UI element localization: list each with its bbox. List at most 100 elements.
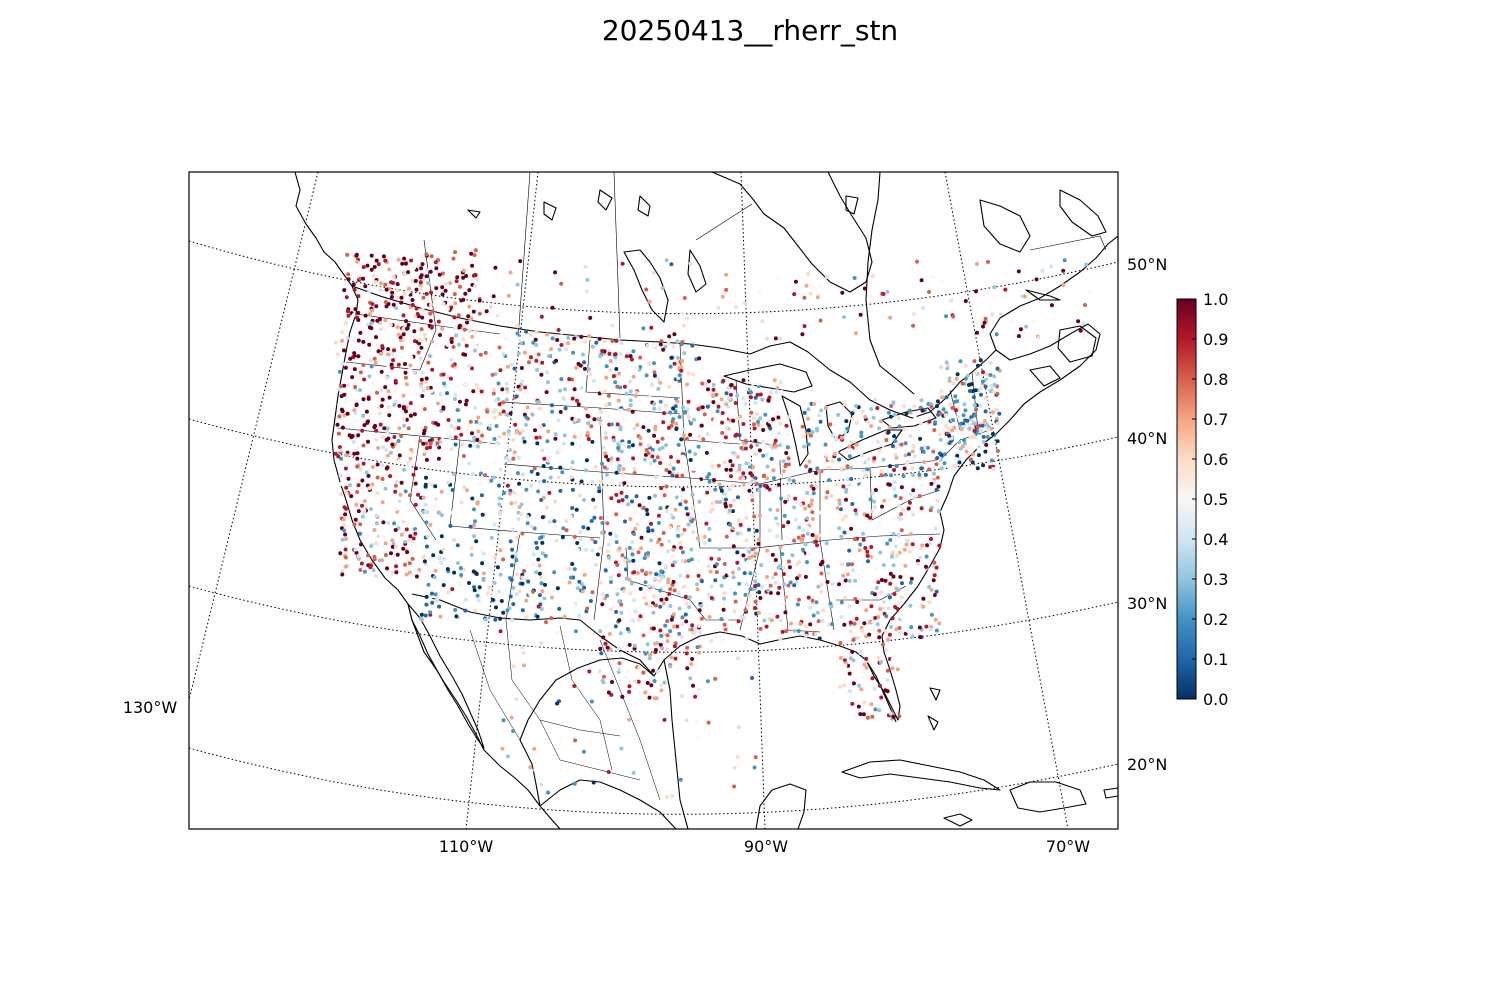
station-point <box>635 522 640 527</box>
station-point <box>814 539 818 544</box>
station-point <box>607 402 612 406</box>
station-point <box>615 563 620 567</box>
station-point <box>431 553 436 558</box>
station-point <box>528 332 533 337</box>
station-point <box>420 262 425 267</box>
station-point <box>933 526 938 531</box>
station-point <box>360 514 365 519</box>
station-point <box>404 319 409 324</box>
station-point <box>385 430 390 435</box>
station-point <box>505 446 510 451</box>
station-point <box>457 581 462 586</box>
station-point <box>619 449 624 454</box>
station-point <box>540 515 545 520</box>
station-point <box>609 513 614 517</box>
station-point <box>674 427 679 431</box>
station-point <box>877 520 882 525</box>
station-point <box>491 475 496 480</box>
station-point <box>457 323 462 328</box>
station-point <box>348 264 353 269</box>
station-point <box>546 458 551 463</box>
station-point <box>356 310 361 315</box>
station-point <box>437 511 442 515</box>
station-point <box>617 618 622 623</box>
station-point <box>877 448 882 453</box>
station-point <box>651 610 656 615</box>
station-point <box>389 280 394 285</box>
station-point <box>606 542 611 547</box>
station-point <box>711 382 716 387</box>
station-point <box>428 441 433 446</box>
station-point <box>539 581 544 586</box>
station-point <box>932 560 937 565</box>
station-point <box>924 624 929 629</box>
station-point <box>935 456 940 460</box>
station-point <box>935 399 940 404</box>
station-point <box>461 454 466 458</box>
station-point <box>344 485 349 490</box>
station-point <box>352 351 357 356</box>
station-point <box>582 585 587 590</box>
station-point <box>395 325 400 330</box>
station-point <box>890 616 895 621</box>
station-point <box>387 413 392 418</box>
station-point <box>555 338 560 342</box>
station-point <box>850 502 855 506</box>
station-point <box>658 628 663 633</box>
station-point <box>476 415 481 420</box>
station-point <box>413 279 418 283</box>
station-point <box>716 404 721 409</box>
station-point <box>363 313 368 318</box>
station-point <box>464 488 469 493</box>
station-point <box>756 541 761 546</box>
station-point <box>454 333 459 338</box>
station-point <box>816 533 821 538</box>
station-point <box>616 646 621 651</box>
station-point <box>525 514 530 519</box>
station-point <box>602 339 607 344</box>
station-point <box>669 423 674 428</box>
station-point <box>885 678 890 683</box>
station-point <box>727 487 732 492</box>
station-point <box>361 265 366 270</box>
station-point <box>378 327 383 332</box>
station-point <box>535 546 540 550</box>
colorbar-tick-label: 0.3 <box>1203 570 1228 589</box>
station-point <box>696 689 701 694</box>
station-point <box>760 423 765 428</box>
station-point <box>476 598 481 603</box>
station-point <box>889 625 893 629</box>
station-point <box>575 541 580 545</box>
station-point <box>847 444 852 449</box>
station-point <box>981 434 986 439</box>
station-point <box>872 592 877 597</box>
station-point <box>780 629 785 634</box>
station-point <box>707 391 712 396</box>
station-point <box>427 354 432 358</box>
station-point <box>681 427 686 432</box>
station-point <box>753 400 758 405</box>
station-point <box>654 696 659 701</box>
station-point <box>973 421 977 426</box>
station-point <box>561 396 566 401</box>
station-point <box>1034 277 1039 282</box>
station-point <box>697 608 702 613</box>
station-point <box>853 578 858 583</box>
station-point <box>602 389 607 394</box>
station-point <box>367 486 372 491</box>
station-point <box>846 562 850 567</box>
station-point <box>886 410 891 415</box>
station-point <box>886 606 891 611</box>
station-point <box>649 538 654 543</box>
station-point <box>343 466 348 471</box>
station-point <box>743 592 748 597</box>
station-point <box>827 456 832 461</box>
station-point <box>917 625 922 630</box>
station-point <box>386 363 390 368</box>
station-point <box>562 433 567 438</box>
station-point <box>618 385 623 390</box>
station-point <box>940 432 945 437</box>
station-point <box>776 431 781 436</box>
station-point <box>367 342 372 347</box>
station-point <box>929 404 934 409</box>
